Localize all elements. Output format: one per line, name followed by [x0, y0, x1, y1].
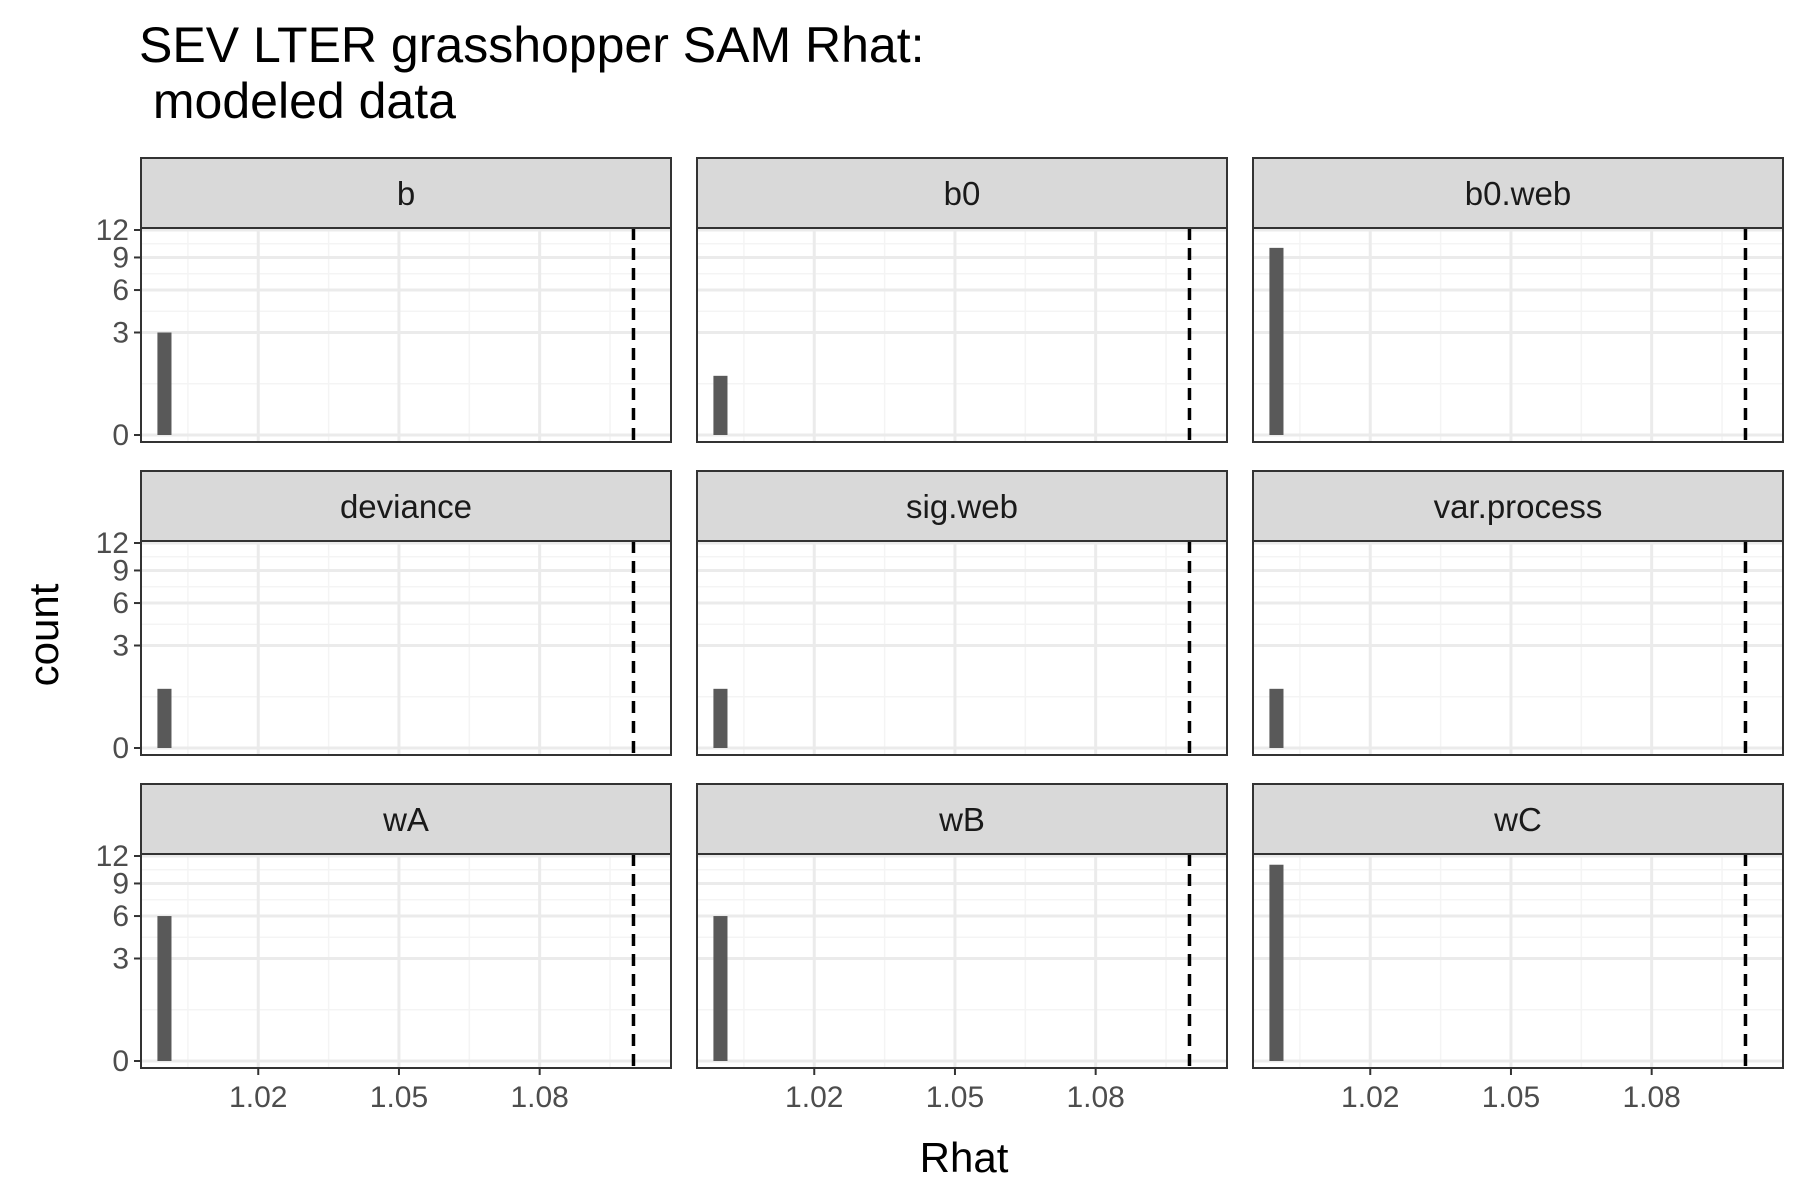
- x-axis-title: Rhat: [920, 1134, 1009, 1181]
- y-tick-label: 6: [112, 587, 129, 620]
- facet-panel-var.process: var.process: [1252, 470, 1784, 756]
- x-tick-label: 1.08: [1622, 1081, 1680, 1114]
- facet-panel-sig.web: sig.web: [696, 470, 1228, 756]
- histogram-bar: [713, 916, 728, 1061]
- histogram-bar: [157, 916, 172, 1061]
- y-tick-label: 3: [112, 317, 129, 350]
- x-tick-label: 1.02: [229, 1081, 287, 1114]
- facet-strip: [696, 783, 1228, 855]
- facet-strip: [140, 783, 672, 855]
- panel-border: [140, 227, 672, 443]
- y-tick-label: 9: [112, 241, 129, 274]
- y-tick-label: 0: [112, 419, 129, 452]
- facet-strip-label: var.process: [1434, 488, 1603, 525]
- histogram-bar: [713, 688, 728, 748]
- x-tick-label: 1.02: [1341, 1081, 1399, 1114]
- facet-strip: [1252, 783, 1784, 855]
- panel-background: [1253, 228, 1783, 442]
- facet-strip: [1252, 470, 1784, 542]
- facet-strip-label: wA: [382, 801, 429, 838]
- y-tick-label: 12: [96, 214, 129, 247]
- panel-border: [696, 227, 1228, 443]
- facet-strip-label: b: [397, 175, 415, 212]
- facet-strip-label: deviance: [340, 488, 472, 525]
- panel-background: [141, 541, 671, 755]
- panel-border: [696, 540, 1228, 756]
- y-tick-label: 0: [112, 732, 129, 765]
- facet-strip: [696, 470, 1228, 542]
- panel-background: [1253, 541, 1783, 755]
- x-tick-label: 1.05: [1482, 1081, 1540, 1114]
- panel-border: [140, 853, 672, 1069]
- y-tick-label: 12: [96, 527, 129, 560]
- panel-border: [1252, 540, 1784, 756]
- facet-panel-wB: wB 1.02 1.05 1.08: [696, 783, 1228, 1114]
- panel-background: [697, 228, 1227, 442]
- histogram-bar: [1269, 688, 1284, 748]
- panel-border: [696, 853, 1228, 1069]
- x-tick-label: 1.08: [1066, 1081, 1124, 1114]
- y-tick-label: 0: [112, 1045, 129, 1078]
- histogram-bar: [713, 375, 728, 435]
- facet-strip: [1252, 157, 1784, 229]
- x-tick-label: 1.02: [785, 1081, 843, 1114]
- facet-panel-b0.web: b0.web: [1252, 157, 1784, 443]
- chart-title-line-1: SEV LTER grasshopper SAM Rhat:: [139, 17, 925, 73]
- panel-background: [697, 854, 1227, 1068]
- facet-strip-label: b0: [944, 175, 981, 212]
- histogram-bar: [157, 332, 172, 435]
- facet-panel-wC: wC 1.02 1.05 1.08: [1252, 783, 1784, 1114]
- y-tick-label: 9: [112, 867, 129, 900]
- panel-border: [140, 540, 672, 756]
- histogram-bar: [1269, 864, 1284, 1061]
- panel-border: [1252, 853, 1784, 1069]
- x-tick-label: 1.05: [926, 1081, 984, 1114]
- facet-strip: [696, 157, 1228, 229]
- x-tick-label: 1.05: [370, 1081, 428, 1114]
- facet-strip-label: b0.web: [1465, 175, 1571, 212]
- facet-strip: [140, 157, 672, 229]
- facet-strip-label: wB: [938, 801, 985, 838]
- chart-title-line-2: modeled data: [139, 73, 456, 129]
- panel-border: [1252, 227, 1784, 443]
- x-tick-label: 1.08: [510, 1081, 568, 1114]
- panel-background: [141, 854, 671, 1068]
- y-tick-label: 3: [112, 630, 129, 663]
- panel-background: [141, 228, 671, 442]
- panel-background: [697, 541, 1227, 755]
- y-tick-label: 9: [112, 554, 129, 587]
- y-tick-label: 12: [96, 840, 129, 873]
- y-tick-label: 6: [112, 274, 129, 307]
- y-tick-label: 6: [112, 900, 129, 933]
- histogram-bar: [1269, 247, 1284, 435]
- facet-strip-label: sig.web: [906, 488, 1018, 525]
- panel-background: [1253, 854, 1783, 1068]
- y-tick-label: 3: [112, 943, 129, 976]
- facet-panel-b0: b0: [696, 157, 1228, 443]
- y-axis-title: count: [20, 583, 67, 686]
- facet-strip-label: wC: [1493, 801, 1542, 838]
- histogram-bar: [157, 688, 172, 748]
